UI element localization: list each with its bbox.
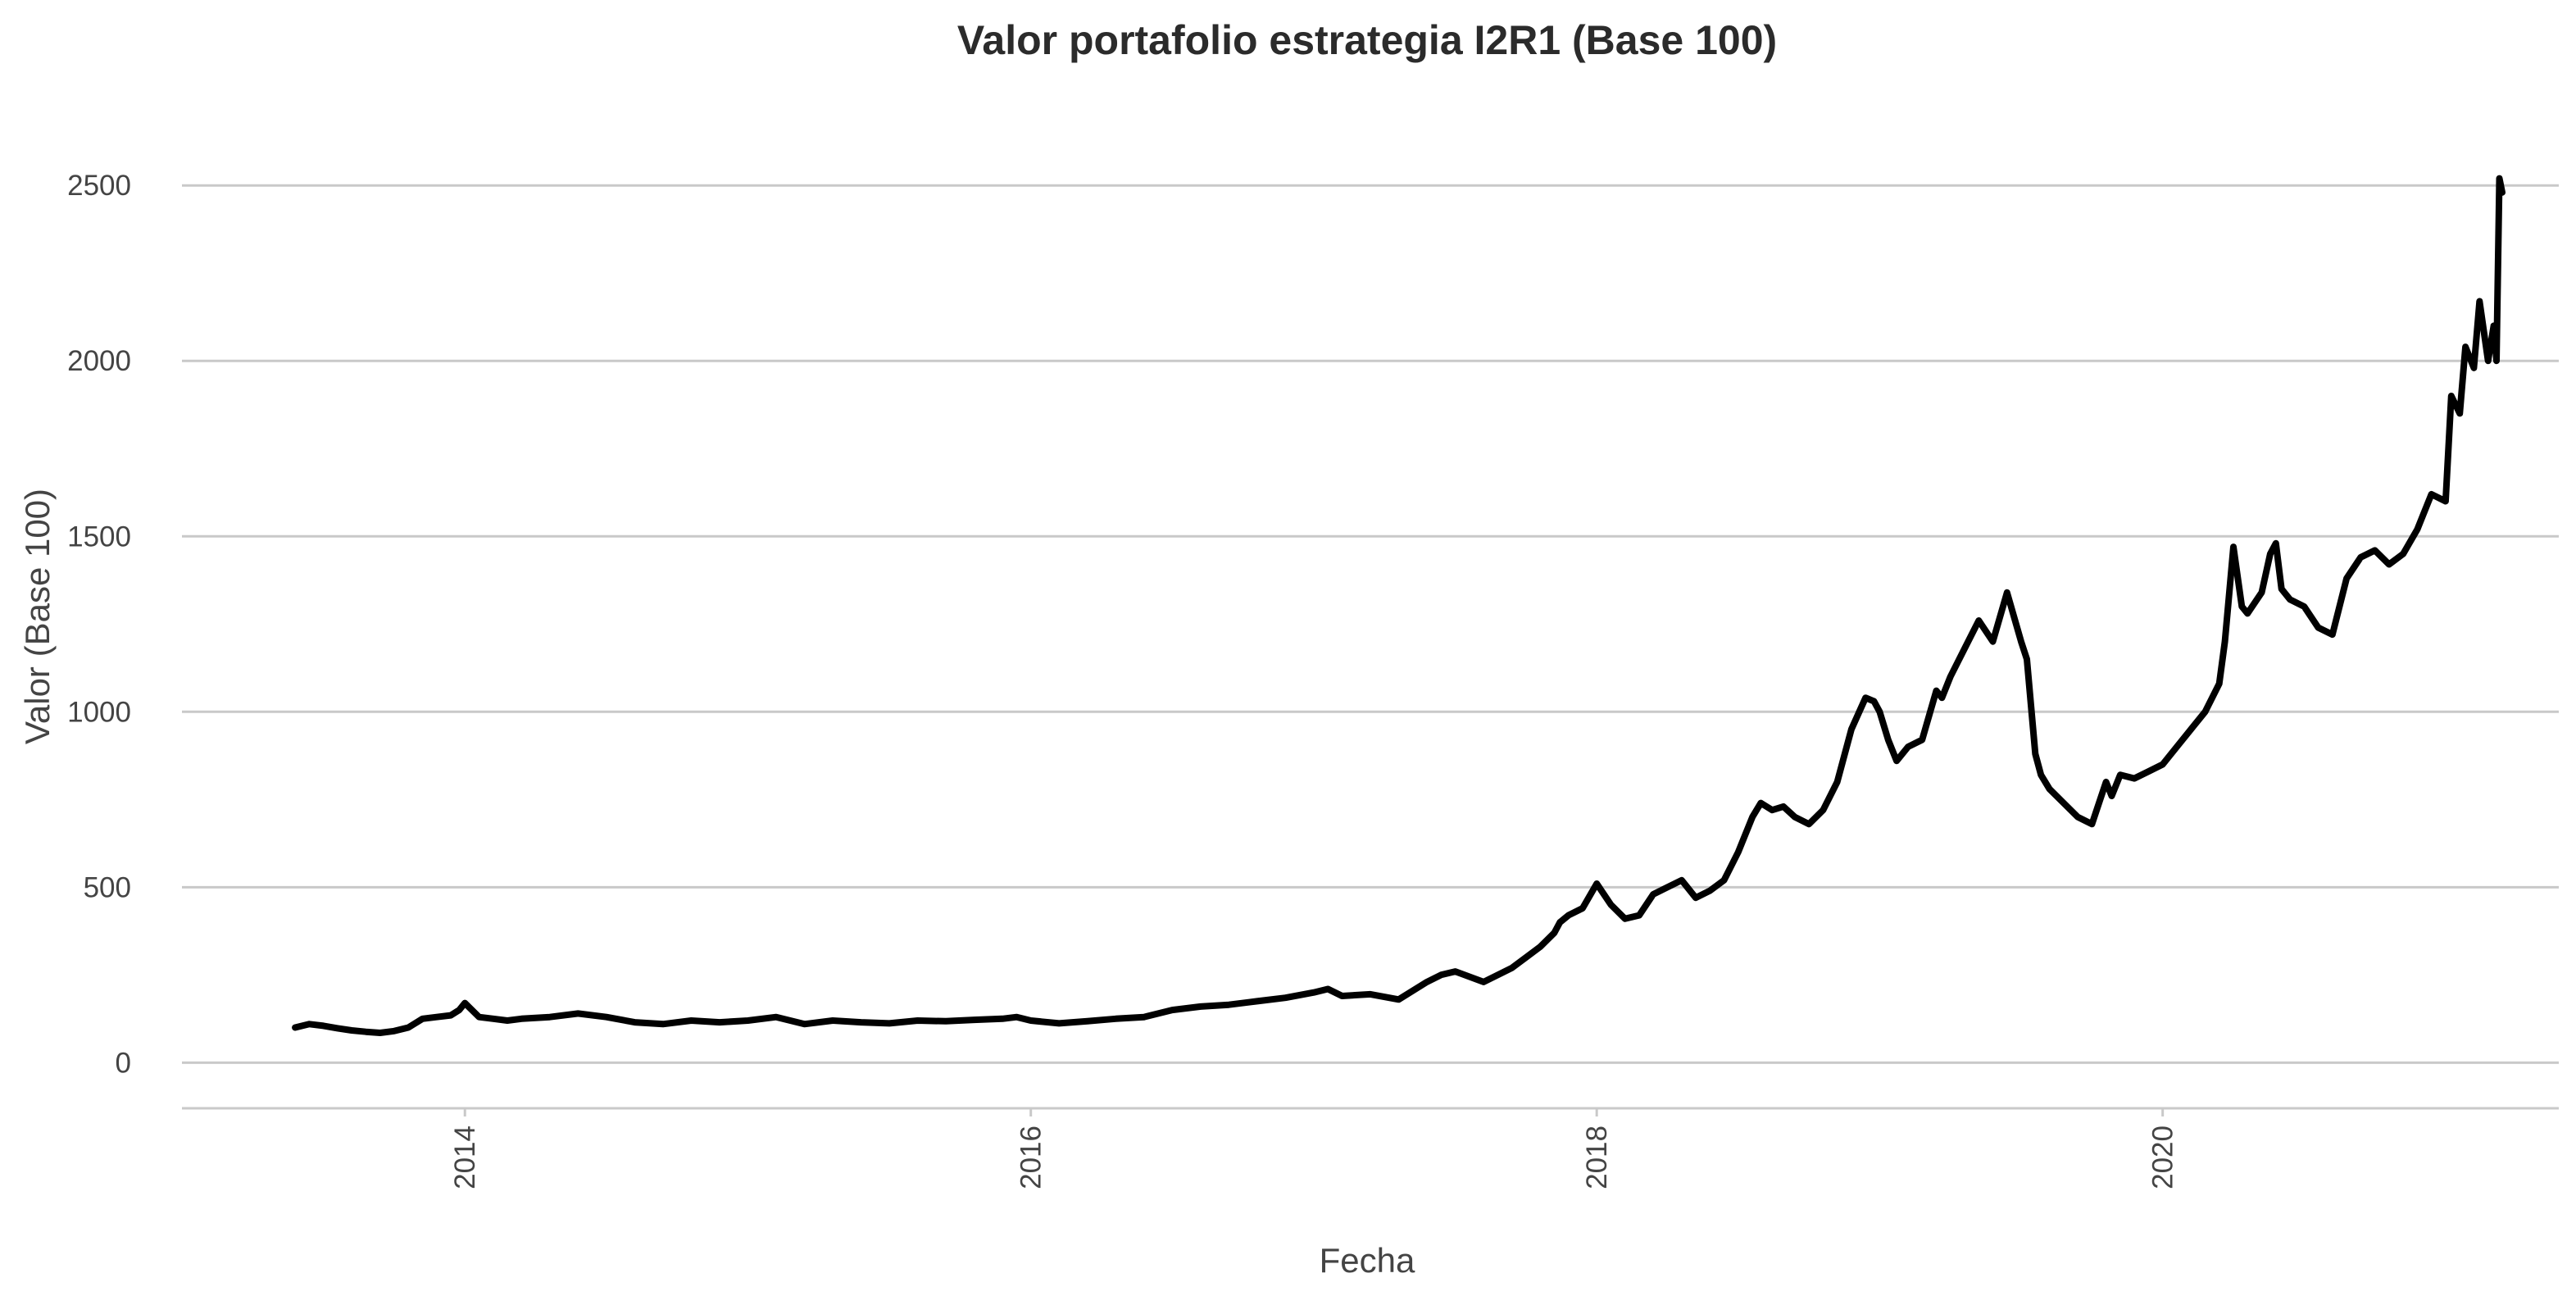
y-tick-label: 2000 xyxy=(67,345,131,377)
y-tick-label: 500 xyxy=(84,871,131,903)
y-tick-label: 1500 xyxy=(67,521,131,553)
series-layer xyxy=(292,175,2506,1036)
x-tick-label: 2018 xyxy=(1581,1125,1613,1189)
grid xyxy=(182,184,2559,1064)
y-axis-label: Valor (Base 100) xyxy=(18,489,57,744)
y-tick-label: 1000 xyxy=(67,696,131,728)
chart-title: Valor portafolio estrategia I2R1 (Base 1… xyxy=(957,17,1777,63)
x-axis-label: Fecha xyxy=(1320,1241,1415,1280)
y-tick-label: 2500 xyxy=(67,170,131,202)
x-tick-label: 2014 xyxy=(449,1125,481,1189)
y-tick-label: 0 xyxy=(116,1047,131,1079)
x-tick-label: 2016 xyxy=(1015,1125,1047,1189)
x-tick-label: 2020 xyxy=(2147,1125,2179,1189)
x-axis-ticks: 2014 2016 2018 2020 xyxy=(449,1108,2179,1189)
y-axis-ticks: 0 500 1000 1500 2000 2500 xyxy=(67,170,131,1079)
series-line xyxy=(292,175,2506,1036)
